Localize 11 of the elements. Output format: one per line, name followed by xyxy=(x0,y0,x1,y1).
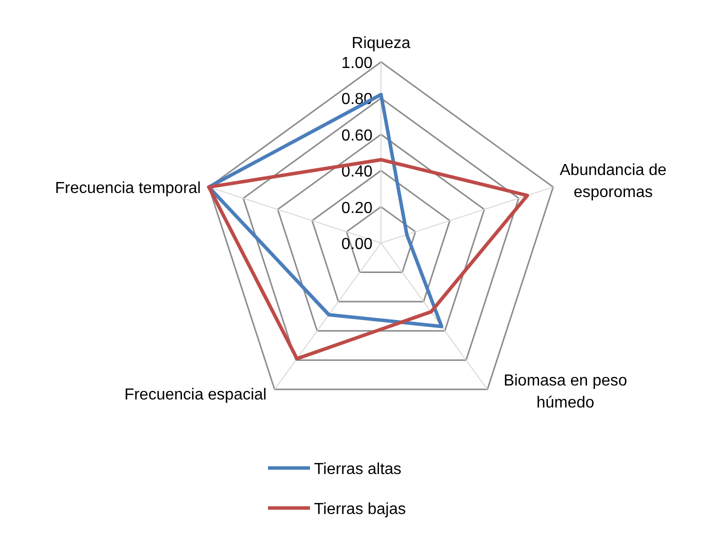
spoke-label: Frecuencia temporal xyxy=(55,180,201,198)
spoke-label: Abundancia de esporomas xyxy=(560,162,667,202)
spoke-label: Frecuencia espacial xyxy=(124,386,267,404)
y-tick-label: 0.00 xyxy=(341,236,373,253)
legend-label: Tierras bajas xyxy=(314,501,406,518)
spoke-label: Riqueza xyxy=(352,35,410,52)
legend-label: Tierras altas xyxy=(314,461,402,478)
spoke-label: Biomasa en peso húmedo xyxy=(504,372,628,412)
y-tick-label: 0.60 xyxy=(341,127,373,144)
y-tick-label: 1.00 xyxy=(341,55,373,72)
y-tick-label: 0.20 xyxy=(341,200,373,217)
